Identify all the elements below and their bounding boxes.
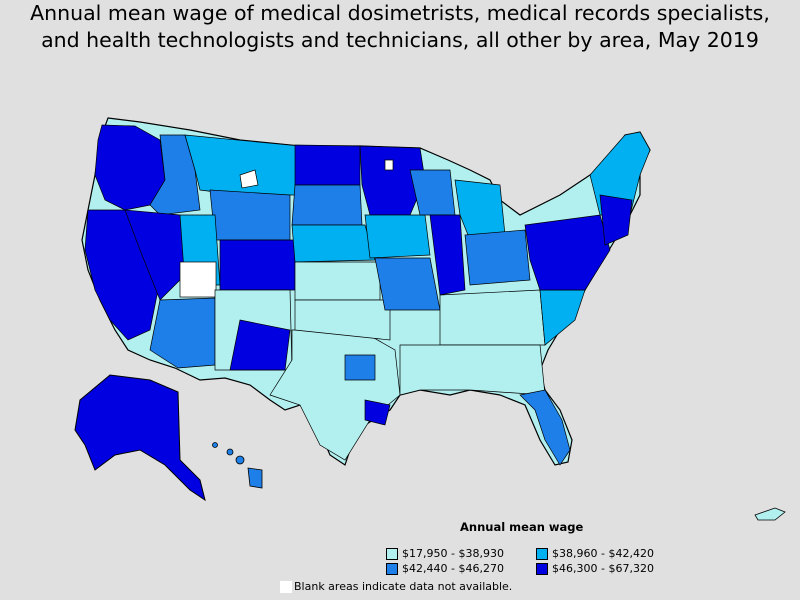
illinois-region — [429, 214, 466, 296]
south-dakota-region — [291, 184, 363, 226]
wage-regions — [84, 124, 651, 466]
nebraska-region — [291, 224, 376, 263]
blank-swatch — [280, 580, 292, 593]
upper-michigan-blank — [384, 159, 394, 171]
puerto-rico-shape — [754, 507, 786, 521]
title-line-1: Annual mean wage of medical dosimetrists… — [30, 1, 770, 25]
legend-item-2: $38,960 - $42,420 — [536, 547, 654, 560]
legend-label-3: $42,440 - $46,270 — [402, 562, 504, 575]
northeast-corridor-region — [599, 194, 633, 246]
dallas-region — [344, 354, 376, 381]
nevada-region — [124, 209, 186, 301]
legend-label-4: $46,300 - $67,320 — [552, 562, 654, 575]
legend-label-2: $38,960 - $42,420 — [552, 547, 654, 560]
colorado-region — [219, 239, 296, 291]
mid-atlantic-region — [524, 214, 611, 291]
legend-swatch-1 — [386, 547, 398, 560]
legend-item-1: $17,950 - $38,930 — [386, 547, 504, 560]
legend-item-3: $42,440 - $46,270 — [386, 562, 504, 575]
legend-swatch-4 — [536, 562, 548, 575]
map-title: Annual mean wage of medical dosimetrists… — [0, 0, 800, 54]
alaska-shape — [74, 374, 206, 502]
pacific-northwest-region — [94, 124, 166, 211]
south-region — [399, 344, 546, 396]
hawaii-shape — [212, 442, 263, 489]
utah-blank-area — [179, 261, 217, 298]
florida-region — [519, 389, 571, 466]
indiana-ohio-region — [464, 229, 531, 286]
houston-region — [364, 399, 391, 426]
title-line-2: and health technologists and technicians… — [41, 28, 759, 52]
albuquerque-region — [229, 319, 291, 371]
wyoming-region — [209, 189, 291, 241]
legend-title: Annual mean wage — [460, 520, 584, 534]
montana-blank — [239, 169, 259, 189]
north-dakota-region — [294, 144, 361, 186]
note-text: Blank areas indicate data not available. — [294, 580, 513, 593]
missouri-region — [374, 257, 441, 311]
kansas-region — [294, 261, 381, 301]
legend-label-1: $17,950 - $38,930 — [402, 547, 504, 560]
kentucky-tennessee-region — [439, 289, 546, 346]
legend-item-4: $46,300 - $67,320 — [536, 562, 654, 575]
carolinas-region — [539, 289, 586, 346]
blank-areas-note: Blank areas indicate data not available. — [280, 580, 512, 593]
oklahoma-region — [294, 299, 391, 341]
legend-swatch-3 — [386, 562, 398, 575]
iowa-region — [364, 214, 431, 259]
legend-swatch-2 — [536, 547, 548, 560]
arizona-region — [149, 297, 216, 369]
